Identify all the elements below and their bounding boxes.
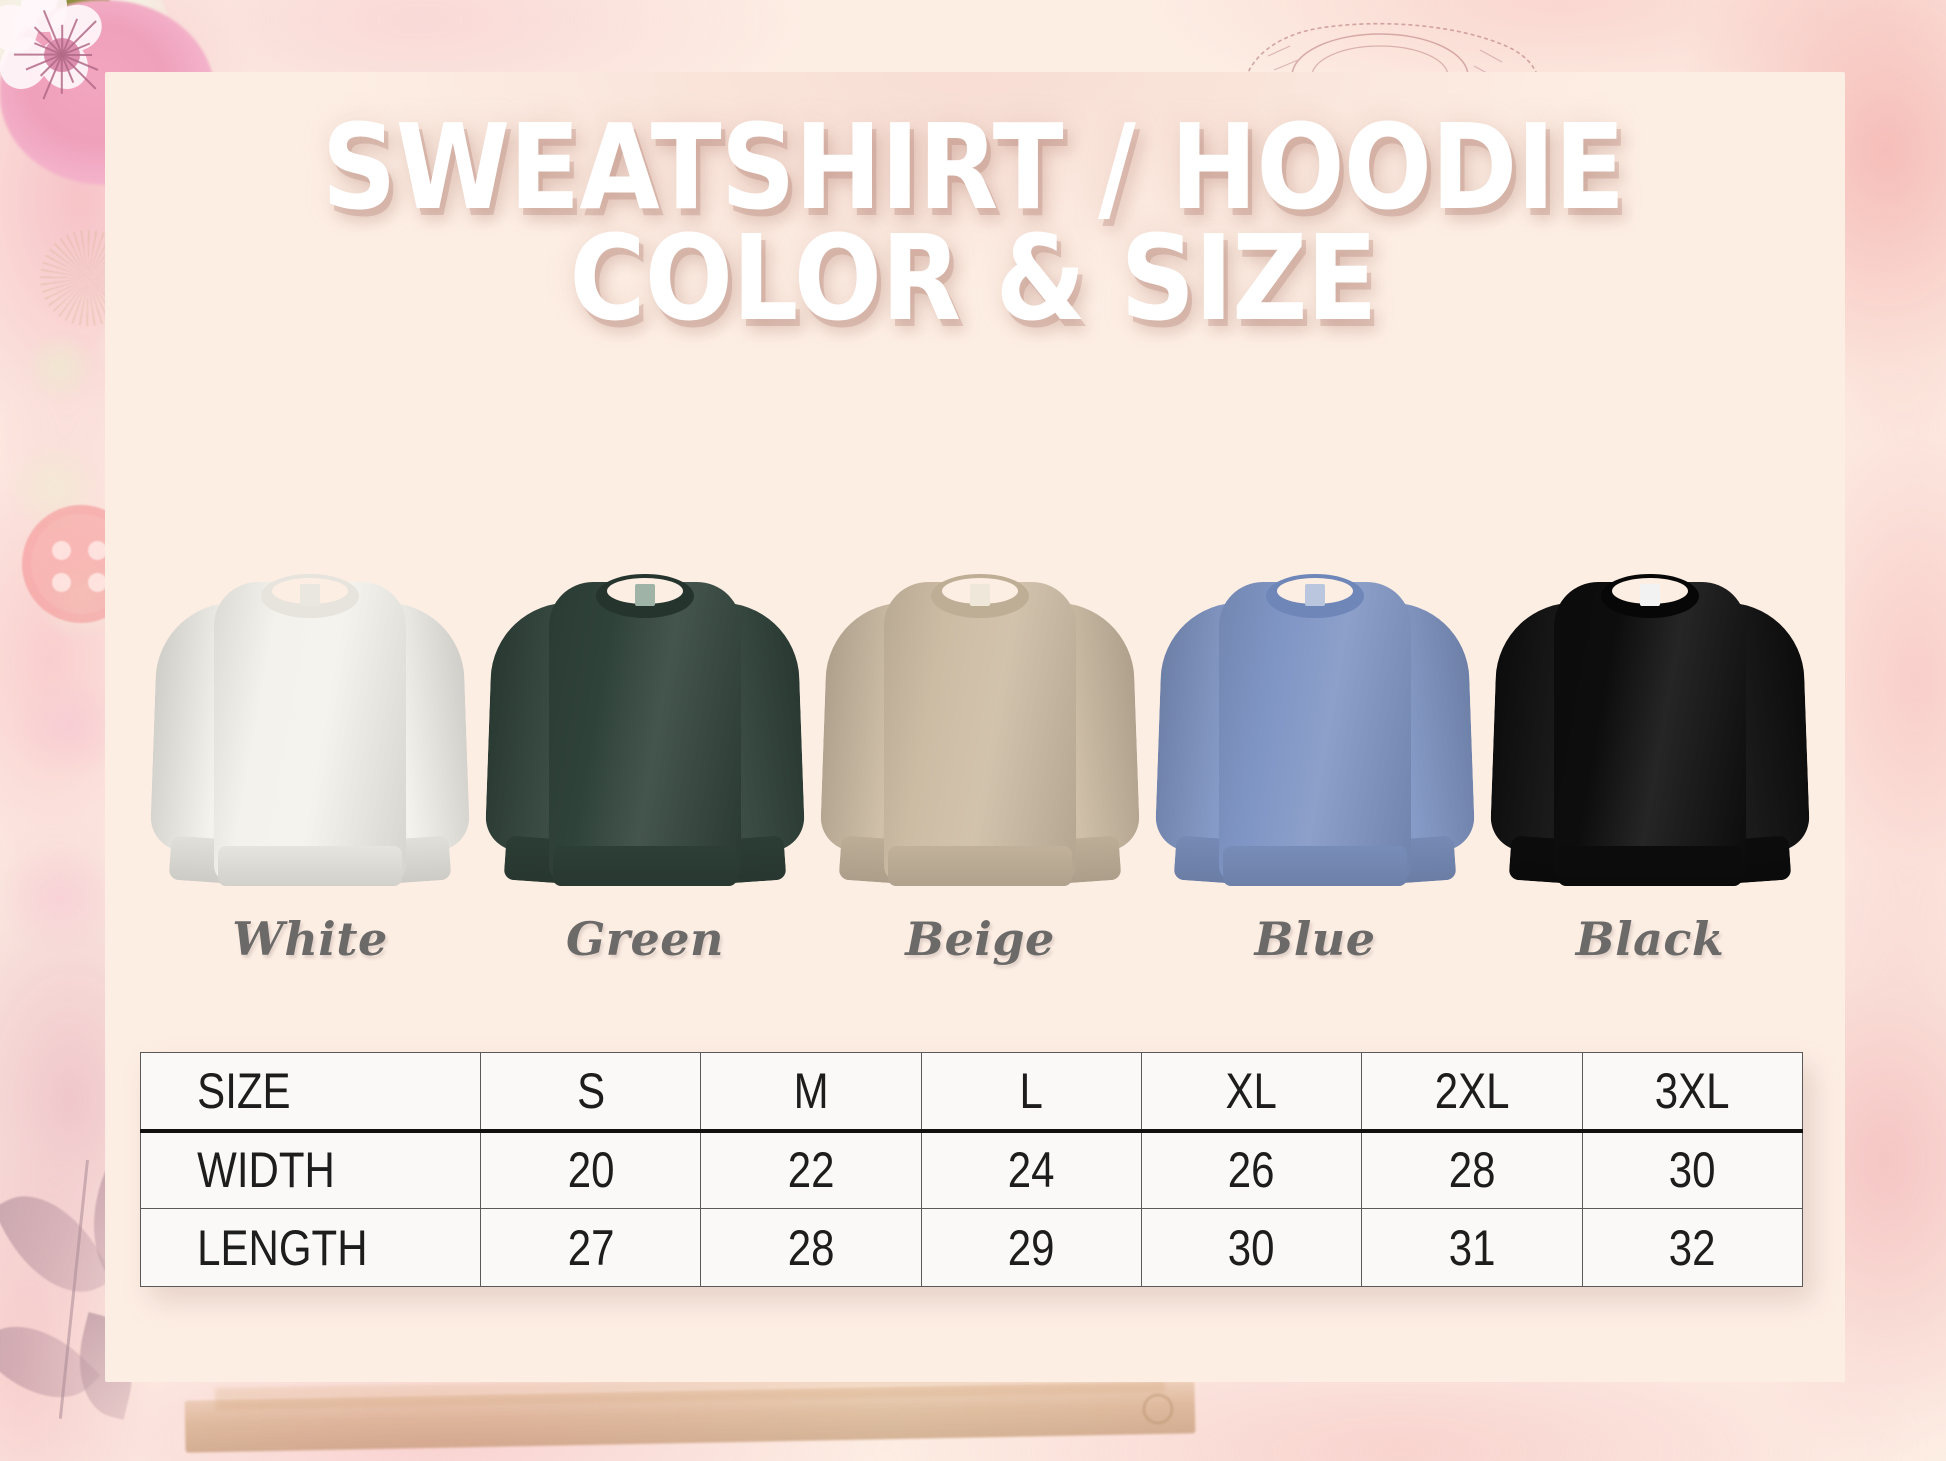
sweatshirt-hem <box>1223 846 1407 886</box>
sweatshirt-neck-tag <box>635 584 655 606</box>
sweatshirt-hem <box>218 846 402 886</box>
color-swatch-black[interactable]: Black <box>1489 560 1811 990</box>
sweatshirt-illustration <box>1489 560 1811 890</box>
header-size-s: S <box>497 1052 684 1133</box>
header-size-3xl: 3XL <box>1599 1052 1786 1133</box>
blossom-stamen-icon <box>62 54 92 56</box>
color-label-beige: Beige <box>905 912 1055 966</box>
header-size-xl: XL <box>1158 1052 1345 1133</box>
sweatshirt-body <box>214 582 406 882</box>
cell-width-3xl: 30 <box>1599 1130 1786 1209</box>
sweatshirt-neck-tag <box>1305 584 1325 606</box>
size-chart: SIZE S M L XL 2XL 3XL WIDTH 20 22 24 26 … <box>140 1052 1803 1287</box>
cell-width-xl: 26 <box>1158 1130 1345 1209</box>
cell-length-m: 28 <box>718 1208 904 1287</box>
cell-width-m: 22 <box>718 1130 904 1209</box>
color-swatch-white[interactable]: White <box>149 560 471 990</box>
sweatshirt-illustration <box>819 560 1141 890</box>
cell-length-l: 29 <box>938 1208 1125 1287</box>
cell-width-2xl: 28 <box>1379 1130 1565 1209</box>
table-row-length: LENGTH 27 28 29 30 31 32 <box>141 1208 1803 1287</box>
cell-length-xl: 30 <box>1158 1208 1345 1287</box>
row-label-length: LENGTH <box>167 1208 454 1287</box>
page-title: SWEATSHIRT / HOODIE COLOR & SIZE <box>0 98 1946 347</box>
table-row-width: WIDTH 20 22 24 26 28 30 <box>141 1130 1803 1209</box>
table-header-row: SIZE S M L XL 2XL 3XL <box>141 1052 1803 1133</box>
sweatshirt-hem <box>553 846 737 886</box>
header-size-l: L <box>938 1052 1125 1133</box>
sweatshirt-body <box>1219 582 1411 882</box>
cell-width-l: 24 <box>938 1130 1125 1209</box>
sweatshirt-hem <box>888 846 1072 886</box>
sweatshirt-neck-tag <box>300 584 320 606</box>
size-chart-table: SIZE S M L XL 2XL 3XL WIDTH 20 22 24 26 … <box>140 1052 1803 1287</box>
color-label-black: Black <box>1575 912 1725 966</box>
header-size-label: SIZE <box>167 1052 454 1133</box>
sweatshirt-body <box>1554 582 1746 882</box>
sweatshirt-body <box>549 582 741 882</box>
sweatshirt-neck-tag <box>1640 584 1660 606</box>
color-label-blue: Blue <box>1254 912 1376 966</box>
header-size-m: M <box>718 1052 904 1133</box>
title-line-2: COLOR & SIZE <box>569 208 1377 347</box>
sweatshirt-body <box>884 582 1076 882</box>
cell-length-s: 27 <box>497 1208 684 1287</box>
blossom-petal-icon <box>21 0 67 32</box>
color-swatch-beige[interactable]: Beige <box>819 560 1141 990</box>
color-swatch-green[interactable]: Green <box>484 560 806 990</box>
title-line-1: SWEATSHIRT / HOODIE <box>321 98 1625 236</box>
row-label-width: WIDTH <box>167 1130 454 1209</box>
color-swatch-blue[interactable]: Blue <box>1154 560 1476 990</box>
cell-width-s: 20 <box>497 1130 684 1209</box>
color-swatch-row: White Green Beige Blue Black <box>149 560 1811 990</box>
sweatshirt-hem <box>1558 846 1742 886</box>
color-label-green: Green <box>566 912 724 966</box>
header-size-2xl: 2XL <box>1379 1052 1565 1133</box>
cell-length-3xl: 32 <box>1599 1208 1786 1287</box>
color-label-white: White <box>232 912 388 966</box>
blossom-stamen-icon <box>14 54 62 56</box>
sweatshirt-illustration <box>149 560 471 890</box>
sweatshirt-illustration <box>484 560 806 890</box>
sweatshirt-illustration <box>1154 560 1476 890</box>
sweatshirt-neck-tag <box>970 584 990 606</box>
cell-length-2xl: 31 <box>1379 1208 1565 1287</box>
blossom-stamen-icon <box>61 54 63 94</box>
